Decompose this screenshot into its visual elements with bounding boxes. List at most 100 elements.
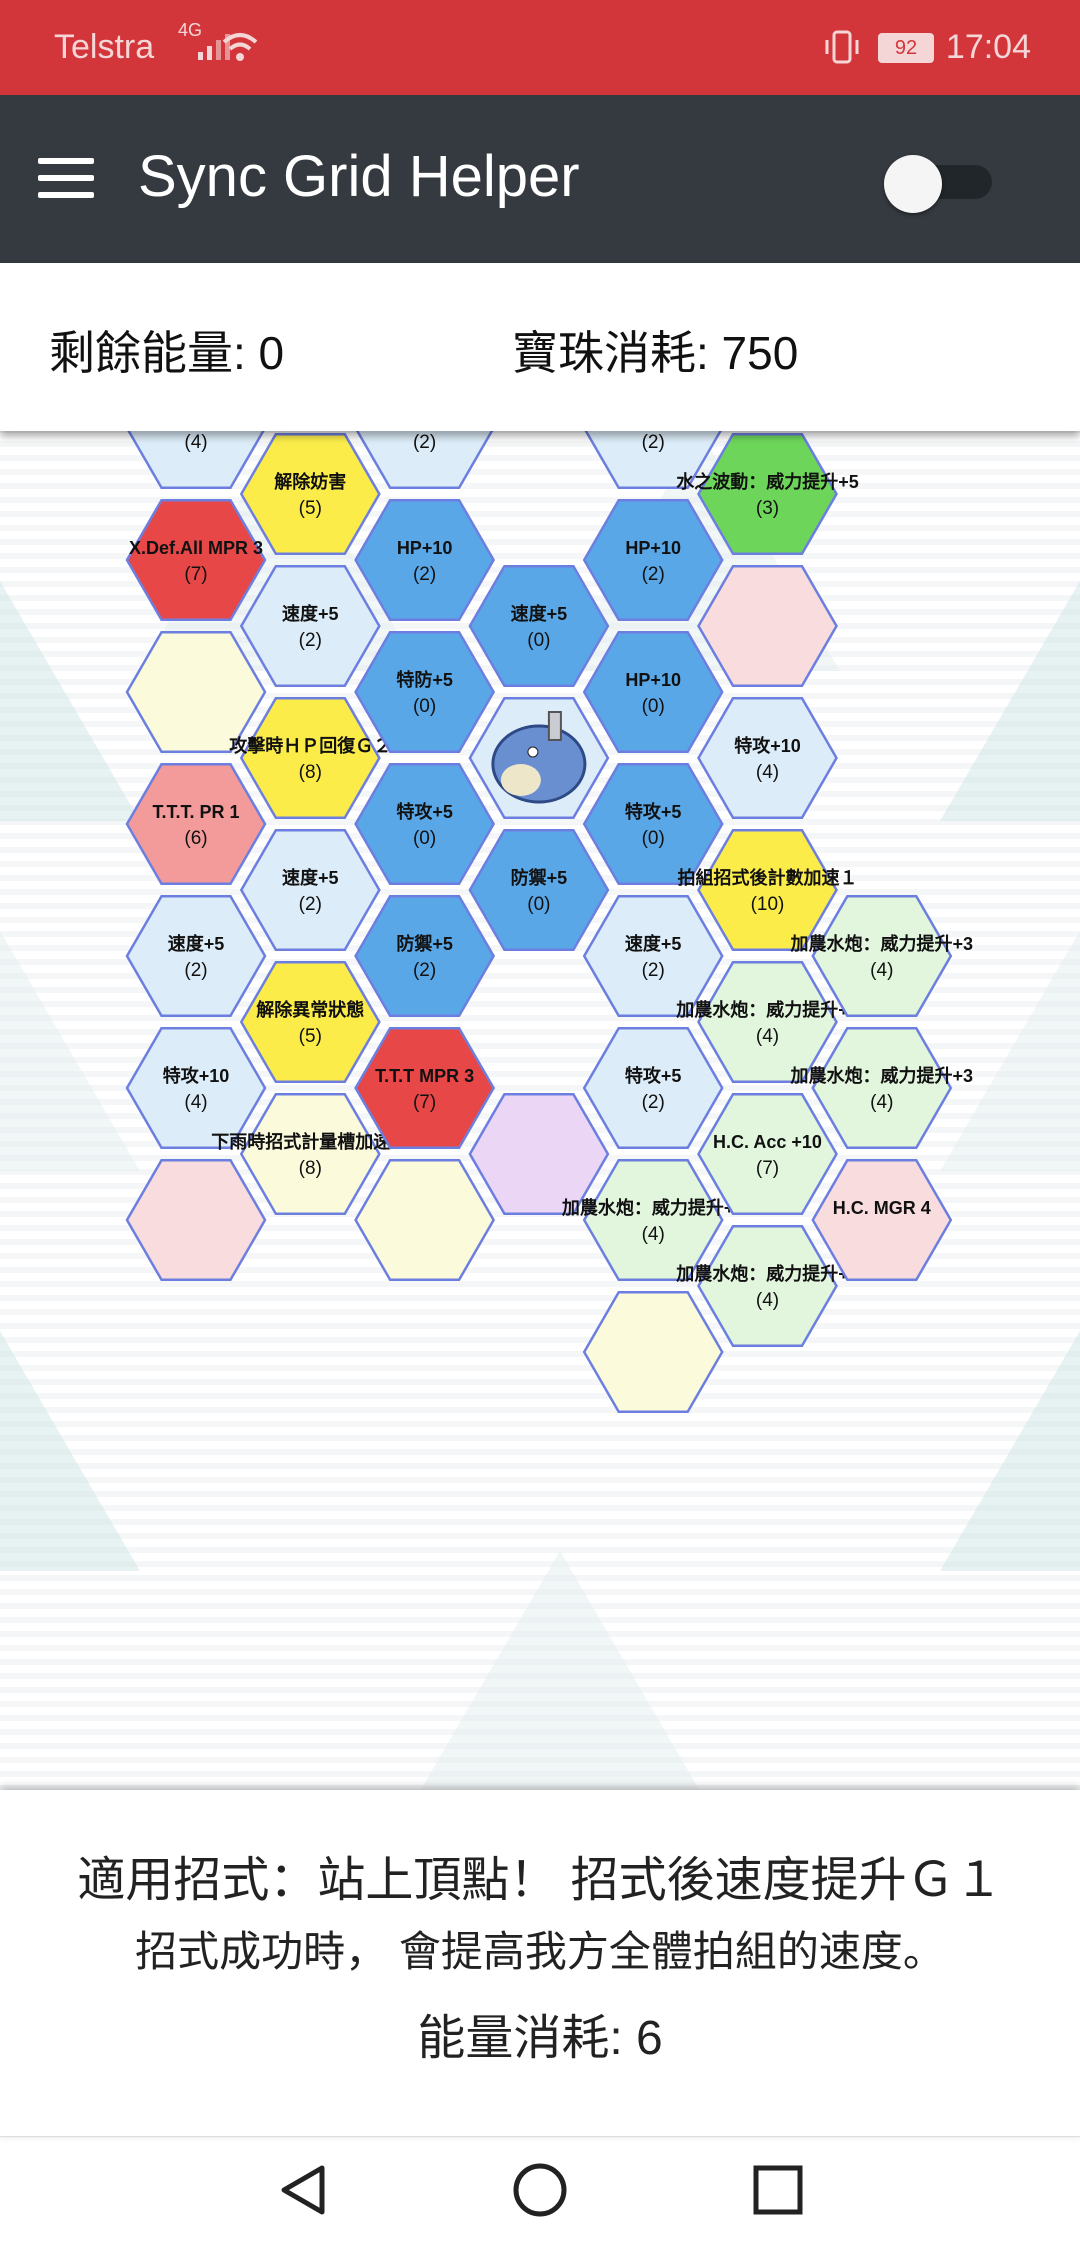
home-icon[interactable]: [510, 2160, 570, 2220]
tile-cost: (4): [756, 762, 779, 783]
tile-cost: (5): [299, 1026, 322, 1047]
grid-tile[interactable]: 特攻+10 (4): [697, 696, 838, 820]
tile-cost: (2): [642, 1092, 665, 1113]
grid-tile[interactable]: X.Def.All MPR 3 (7): [125, 498, 267, 622]
tile-cost: (4): [870, 960, 893, 981]
network-type: 4G: [178, 20, 203, 40]
tile-cost: (4): [642, 1224, 665, 1245]
summary-bar: 剩餘能量: 0 寶珠消耗: 750: [0, 263, 1080, 431]
toggle-switch[interactable]: [884, 155, 996, 213]
skill-energy-cost: 能量消耗: 6: [417, 2012, 663, 2065]
grid-tile[interactable]: [354, 1158, 496, 1282]
tile-cost: (2): [184, 960, 207, 981]
grid-tile[interactable]: 加農水炮：威力提升+3 (4): [561, 1158, 745, 1282]
tile-name: T.T.T MPR 3: [375, 1066, 474, 1086]
grid-tile[interactable]: 下雨時招式計量槽加速２ (8): [211, 1092, 409, 1216]
battery-level: 92: [878, 33, 934, 63]
grid-tile[interactable]: 攻擊時ＨＰ回復Ｇ２ (8): [229, 696, 391, 820]
tile-cost: (0): [642, 696, 665, 717]
tile-name: 速度+5: [625, 933, 682, 954]
tile-name: 特攻+10: [163, 1065, 230, 1086]
grid-tile[interactable]: 水之波動：威力提升+5 (3): [676, 432, 859, 556]
tile-name: 特防+5: [396, 669, 453, 690]
grid-tile[interactable]: 特攻+5 (2): [582, 1026, 724, 1150]
grid-tile[interactable]: H.C. MGR 4: [811, 1158, 953, 1282]
grid-tile[interactable]: 速度+5(2): [584, 431, 722, 490]
tile-name: 加農水炮：威力提升+3: [790, 933, 974, 954]
grid-tile[interactable]: T.T.T MPR 3 (7): [354, 1026, 496, 1150]
navigation-bar: [0, 2136, 1080, 2244]
back-icon[interactable]: [274, 2160, 334, 2220]
grid-tile[interactable]: 特攻+5 (0): [582, 762, 724, 886]
grid-tile[interactable]: 加農水炮：威力提升+3 (4): [675, 960, 859, 1084]
grid-tile[interactable]: 特攻+10 (4): [125, 1026, 267, 1150]
grid-tile[interactable]: HP+10 (2): [354, 498, 496, 622]
tile-cost: (2): [642, 960, 665, 981]
tile-cost: (0): [413, 696, 436, 717]
tile-cost: (4): [756, 1026, 779, 1047]
tile-name: 解除妨害: [274, 471, 346, 492]
grid-tile[interactable]: [468, 1092, 610, 1216]
tile-cost: (2): [413, 564, 436, 585]
tile-name: 速度+5: [168, 933, 225, 954]
tile-cost: (0): [642, 828, 665, 849]
grid-tile[interactable]: [125, 1158, 267, 1282]
grid-tile[interactable]: 速度+5(2): [239, 828, 381, 952]
grid-tile[interactable]: 加農水炮：威力提升+3 (4): [675, 1224, 859, 1348]
grid-tile[interactable]: [125, 630, 267, 754]
vibrate-icon: [825, 30, 859, 64]
tile-name: 防禦+5: [396, 933, 453, 954]
skill-detail-card: 適用招式：站上頂點！ 招式後速度提升Ｇ１ 招式成功時， 會提高我方全體拍組的速度…: [0, 1790, 1080, 2137]
tile-name: 拍組招式後計數加速１: [678, 867, 858, 888]
grid-tile[interactable]: 加農水炮：威力提升+3 (4): [790, 1026, 974, 1150]
grid-tile[interactable]: 加農水炮：威力提升+3 (4): [790, 894, 974, 1018]
grid-tile[interactable]: 速度+5(2): [239, 564, 381, 688]
menu-icon[interactable]: [38, 158, 94, 198]
grid-tile[interactable]: T.T.T. PR 1 (6): [125, 762, 267, 886]
tile-cost: (7): [184, 564, 207, 585]
tile-cost: (4): [184, 1092, 207, 1113]
recents-icon[interactable]: [748, 2160, 808, 2220]
tile-name: 速度+5: [511, 603, 568, 624]
grid-tile[interactable]: 特防+10(4): [127, 431, 265, 490]
tile-cost: (0): [413, 828, 436, 849]
skill-detail-title: 適用招式：站上頂點！ 招式後速度提升Ｇ１: [77, 1854, 1003, 1907]
tile-cost: (5): [299, 498, 322, 519]
grid-tile[interactable]: 特防+5 (0): [354, 630, 496, 754]
tile-name: T.T.T. PR 1: [152, 802, 239, 822]
tile-name: 特攻+10: [734, 735, 801, 756]
grid-tile[interactable]: 速度+5 (2): [125, 894, 267, 1018]
signal-icon: [198, 34, 230, 60]
tile-cost: (2): [642, 564, 665, 585]
grid-tile[interactable]: [582, 1290, 724, 1414]
tile-name: 特攻+5: [625, 1065, 682, 1086]
carrier-name: Telstra: [54, 28, 155, 66]
tile-name: 特攻+5: [625, 801, 682, 822]
grid-tile[interactable]: [697, 564, 838, 688]
grid-tile[interactable]: [468, 696, 610, 820]
grid-tile[interactable]: HP+10 (0): [582, 630, 724, 754]
grid-tile[interactable]: 速度+5 (2): [582, 894, 724, 1018]
blastoise-icon: [491, 711, 587, 804]
tile-name: 解除異常狀態: [256, 999, 364, 1020]
grid-tile[interactable]: 防禦+5 (0): [468, 828, 610, 952]
grid-tile[interactable]: 解除異常狀態 (5): [239, 960, 381, 1084]
grid-tile[interactable]: 特攻+5 (0): [354, 762, 496, 886]
grid-tile[interactable]: 拍組招式後計數加速１ (10): [678, 828, 858, 952]
tile-name: 加農水炮：威力提升+3: [675, 999, 859, 1020]
grid-tile[interactable]: HP+10 (2): [582, 498, 724, 622]
grid-tile[interactable]: 速度+5(2): [355, 431, 494, 490]
tile-name: 防禦+5: [511, 867, 568, 888]
tile-name: 加農水炮：威力提升+3: [675, 1263, 859, 1284]
grid-tile[interactable]: 防禦+5 (2): [354, 894, 496, 1018]
tile-cost: (4): [184, 432, 207, 453]
grid-tile[interactable]: 解除妨害 (5): [239, 432, 381, 556]
tile-cost: (7): [756, 1158, 779, 1179]
skill-detail-text: 招式成功時， 會提高我方全體拍組的速度。: [135, 1928, 945, 1975]
grid-tile[interactable]: 速度+5 (0): [468, 564, 610, 688]
tile-cost: (2): [413, 432, 436, 453]
app-title: Sync Grid Helper: [138, 144, 580, 209]
wifi-icon: [222, 33, 258, 61]
tile-cost: (8): [299, 762, 322, 783]
grid-tile[interactable]: H.C. Acc +10 (7): [697, 1092, 838, 1216]
